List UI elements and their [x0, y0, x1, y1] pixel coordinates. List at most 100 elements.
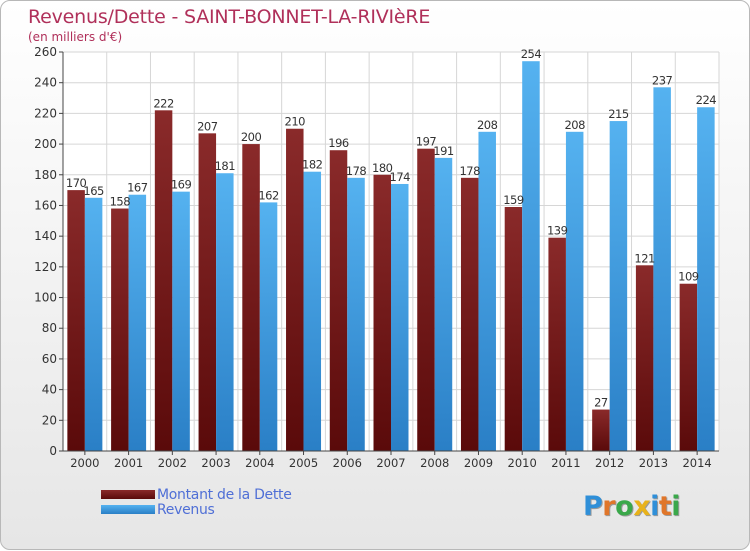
data-label-debt: 178 [459, 164, 480, 178]
data-label-debt: 197 [416, 135, 437, 149]
bar-debt [111, 208, 129, 451]
x-tick-label: 2004 [245, 456, 274, 470]
y-tick-label: 260 [34, 45, 57, 59]
bar-debt [417, 148, 435, 451]
bar-revenue [391, 183, 409, 451]
bar-revenue [434, 157, 453, 451]
y-tick-label: 80 [42, 321, 57, 335]
bar-debt [592, 409, 610, 451]
y-tick-label: 180 [34, 168, 57, 182]
bar-revenue [84, 197, 103, 451]
x-tick-label: 2002 [158, 456, 187, 470]
y-tick-label: 120 [34, 260, 57, 274]
y-tick-label: 20 [42, 413, 57, 427]
data-label-debt: 139 [547, 224, 568, 238]
y-tick-label: 140 [34, 229, 57, 243]
data-label-revenue: 174 [390, 170, 411, 184]
data-label-revenue: 254 [521, 47, 542, 61]
bar-debt [286, 128, 304, 451]
x-tick-label: 2003 [201, 456, 230, 470]
data-label-debt: 222 [153, 96, 174, 110]
logo-letter: o [615, 491, 634, 522]
legend-item-debt: Montant de la Dette [101, 486, 292, 503]
data-label-debt: 121 [634, 251, 655, 265]
bar-debt [460, 177, 479, 452]
data-label-revenue: 208 [477, 118, 498, 132]
bar-revenue [653, 87, 671, 452]
logo-letter: i [650, 491, 659, 522]
bar-revenue [259, 202, 278, 451]
x-tick-label: 2005 [289, 456, 318, 470]
legend-swatch-revenue [101, 505, 155, 514]
x-tick-label: 2013 [639, 456, 668, 470]
y-tick-label: 160 [34, 198, 57, 212]
x-tick-label: 2000 [70, 456, 99, 470]
chart-title: Revenus/Dette - SAINT-BONNET-LA-RIVIèRE [28, 6, 431, 28]
data-label-revenue: 191 [433, 144, 454, 158]
data-label-revenue: 181 [215, 159, 236, 173]
legend-label-revenue: Revenus [157, 501, 215, 518]
bar-debt [242, 144, 260, 452]
logo-letter: r [602, 491, 616, 522]
bar-debt [67, 190, 85, 451]
data-label-revenue: 167 [127, 181, 148, 195]
bar-revenue [609, 121, 628, 452]
bar-debt [198, 133, 217, 452]
bar-debt [635, 265, 654, 451]
bar-revenue [172, 191, 190, 451]
data-label-debt: 207 [197, 119, 218, 133]
data-label-debt: 158 [110, 195, 131, 209]
x-tick-label: 2012 [595, 456, 624, 470]
bar-debt [504, 206, 523, 451]
data-label-revenue: 208 [564, 118, 585, 132]
bar-debt [154, 110, 173, 452]
x-tick-label: 2010 [508, 456, 537, 470]
data-label-revenue: 237 [652, 73, 673, 87]
data-label-revenue: 182 [302, 158, 323, 172]
bar-revenue [478, 131, 496, 452]
x-tick-label: 2014 [682, 456, 711, 470]
data-label-revenue: 169 [171, 178, 192, 192]
data-label-debt: 210 [285, 115, 306, 129]
y-tick-label: 40 [42, 383, 57, 397]
data-label-revenue: 215 [608, 107, 629, 121]
chart-legend: Montant de la Dette Revenus [101, 486, 292, 518]
bar-debt [548, 237, 566, 451]
data-label-revenue: 224 [696, 93, 717, 107]
data-label-debt: 109 [678, 270, 699, 284]
data-label-debt: 196 [328, 136, 349, 150]
bar-revenue [216, 173, 234, 451]
y-tick-label: 200 [34, 137, 57, 151]
data-label-debt: 170 [66, 176, 87, 190]
legend-swatch-debt [101, 490, 155, 499]
data-label-debt: 180 [372, 161, 393, 175]
data-label-debt: 159 [503, 193, 524, 207]
logo-letter: i [671, 491, 681, 522]
x-tick-label: 2007 [376, 456, 405, 470]
logo-letter: x [633, 491, 651, 522]
bar-revenue [522, 61, 540, 451]
bar-revenue [347, 177, 365, 452]
x-tick-label: 2009 [464, 456, 493, 470]
bar-revenue [128, 194, 147, 451]
logo-letter: P [583, 491, 603, 522]
data-label-debt: 27 [594, 396, 608, 410]
proxiti-logo: Proxiti [583, 491, 681, 522]
data-label-revenue: 165 [83, 184, 104, 198]
y-tick-label: 0 [49, 444, 57, 458]
data-label-debt: 200 [241, 130, 262, 144]
x-tick-label: 2006 [333, 456, 362, 470]
bar-revenue [303, 171, 322, 451]
bar-debt [679, 283, 698, 451]
legend-label-debt: Montant de la Dette [157, 486, 292, 503]
legend-item-revenue: Revenus [101, 501, 292, 518]
bar-revenue [697, 107, 715, 451]
y-tick-label: 60 [42, 352, 57, 366]
logo-letter: t [658, 491, 672, 522]
y-tick-label: 240 [34, 76, 57, 90]
x-tick-label: 2011 [551, 456, 580, 470]
data-label-revenue: 162 [258, 188, 279, 202]
x-tick-label: 2001 [114, 456, 143, 470]
